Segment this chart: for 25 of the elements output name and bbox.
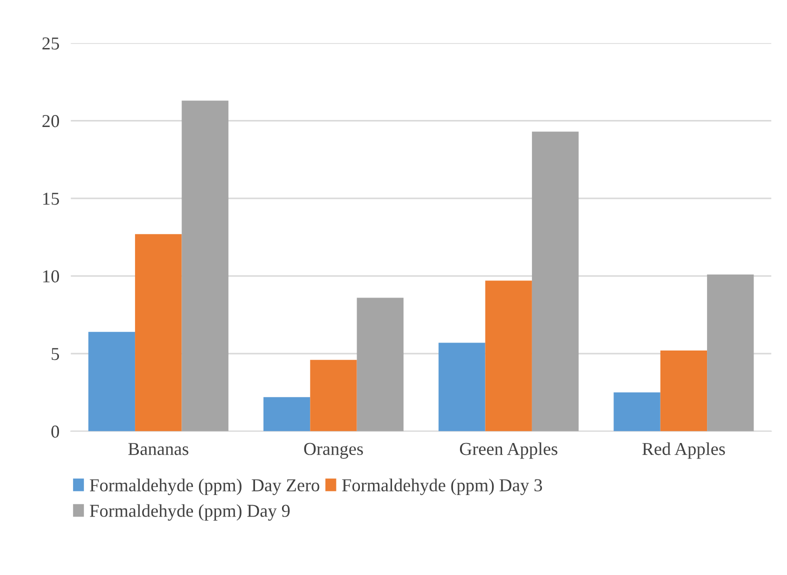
x-tick-label: Green Apples bbox=[460, 442, 558, 459]
bar bbox=[310, 360, 357, 432]
y-tick-label: 25 bbox=[42, 37, 60, 50]
bar bbox=[660, 350, 708, 432]
bar bbox=[614, 392, 660, 432]
bar bbox=[135, 234, 182, 432]
legend-label: Formaldehyde (ppm) Day Zero bbox=[90, 478, 320, 496]
bar bbox=[88, 332, 136, 432]
y-tick-label: 10 bbox=[43, 270, 60, 282]
bar bbox=[438, 342, 486, 432]
bar bbox=[485, 280, 532, 432]
y-tick-label: 5 bbox=[52, 348, 60, 360]
bar bbox=[182, 100, 228, 432]
bar bbox=[532, 132, 579, 432]
x-tick-label: Oranges bbox=[304, 442, 363, 459]
y-tick-label: 20 bbox=[42, 115, 60, 128]
y-tick-label: 0 bbox=[51, 426, 60, 438]
legend-label: Formaldehyde (ppm) Day 3 bbox=[342, 478, 542, 496]
y-tick-label: 15 bbox=[43, 192, 60, 205]
x-tick-label: Red Apples bbox=[642, 442, 725, 459]
bar bbox=[356, 298, 404, 432]
x-tick-label: Bananas bbox=[128, 443, 188, 456]
bar bbox=[263, 397, 310, 432]
legend-label: Formaldehyde (ppm) Day 9 bbox=[90, 504, 290, 521]
bar bbox=[707, 274, 754, 432]
